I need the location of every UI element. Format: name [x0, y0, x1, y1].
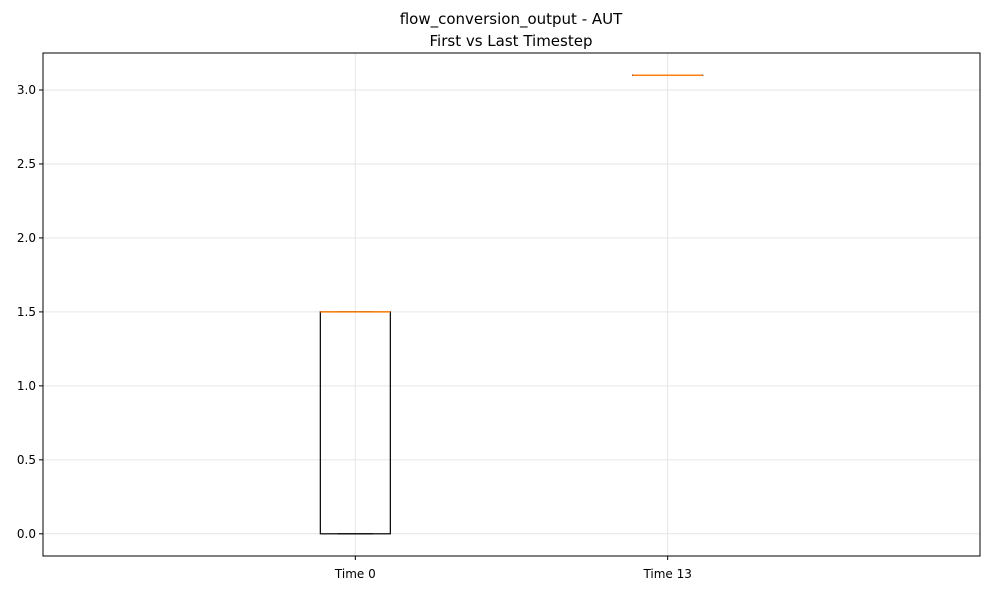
x-tick-label: Time 13 [642, 567, 691, 581]
plot-frame [42, 52, 981, 557]
box-0 [319, 311, 391, 535]
chart-title: flow_conversion_output - AUT [400, 10, 623, 29]
grid-lines [43, 53, 980, 556]
y-tick-label: 1.5 [17, 305, 36, 319]
y-tick-label: 1.0 [17, 379, 36, 393]
y-tick-label: 3.0 [17, 83, 36, 97]
box-series [319, 74, 704, 535]
y-tick-label: 2.5 [17, 157, 36, 171]
y-tick-label: 2.0 [17, 231, 36, 245]
axes: 0.0 0.5 1.0 1.5 2.0 2.5 3.0 Time 0 Time 13 [17, 83, 692, 581]
y-tick-label: 0.0 [17, 527, 36, 541]
x-tick-label: Time 0 [334, 567, 376, 581]
chart-subtitle: First vs Last Timestep [430, 32, 593, 50]
y-tick-label: 0.5 [17, 453, 36, 467]
